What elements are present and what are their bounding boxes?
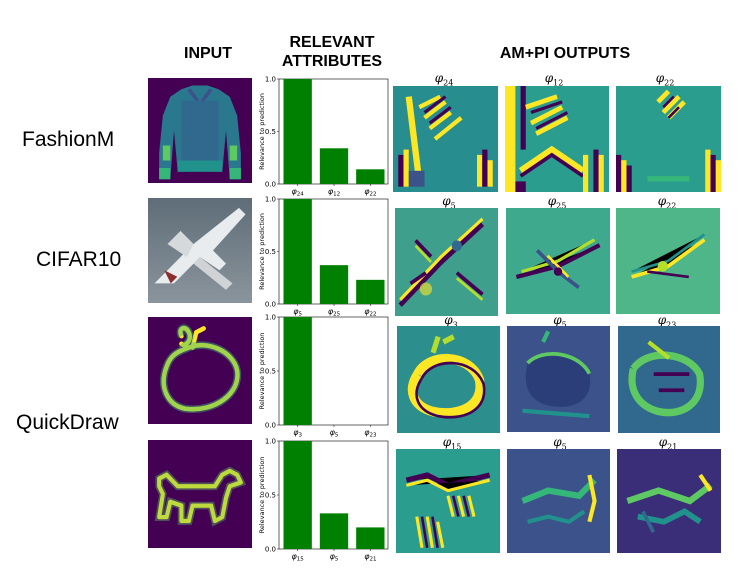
y-axis-label: Relevance to prediction	[258, 457, 266, 534]
relevance-chart-svg: 0.0 0.5 1.0 Relevance to prediction φ15 φ5 φ21	[258, 437, 389, 563]
row-label-quickdraw: QuickDraw	[16, 411, 119, 434]
relevance-chart-quickdraw-apple: 0.0 0.5 1.0 Relevance to prediction φ3 φ5 φ23	[255, 313, 390, 439]
header-relevant-line1: RELEVANT	[289, 34, 375, 51]
bar	[283, 317, 312, 425]
input-image-fashionm	[148, 78, 252, 183]
y-axis-label: Relevance to prediction	[258, 93, 266, 170]
bar	[319, 513, 349, 549]
output-label-r2-c0: φ3	[444, 313, 458, 330]
output-image-r0-c0	[393, 86, 498, 192]
header-outputs: AM+PI OUTPUTS	[499, 45, 631, 62]
bar	[319, 148, 349, 184]
y-tick-label: 0.0	[265, 300, 276, 308]
output-image-r3-c1	[507, 449, 610, 553]
output-image-r1-c1	[506, 208, 610, 314]
output-label-r0-c0: φ24	[434, 71, 454, 88]
output-image-r1-c2	[616, 208, 720, 314]
relevance-chart-quickdraw-dog: 0.0 0.5 1.0 Relevance to prediction φ15 φ5 φ21	[255, 437, 390, 563]
x-tick-label: φ5	[330, 552, 339, 563]
header-relevant-line2: ATTRIBUTES	[281, 53, 383, 70]
relevance-chart-svg: 0.0 0.5 1.0 Relevance to prediction φ5 φ25 φ22	[258, 195, 389, 318]
input-image-cifar10	[148, 198, 252, 303]
y-tick-label: 0.5	[265, 367, 276, 375]
bar	[283, 79, 312, 184]
output-label-r3-c1: φ5	[553, 435, 567, 452]
output-image-r0-c2	[616, 86, 721, 192]
y-tick-label: 0.0	[265, 180, 276, 188]
y-axis-label: Relevance to prediction	[258, 333, 266, 410]
output-label-r0-c1: φ12	[544, 71, 564, 88]
output-image-r0-c1	[505, 86, 609, 192]
output-label-r3-c0: φ15	[442, 435, 462, 452]
input-image-quickdraw-apple	[148, 317, 252, 424]
relevance-chart-svg: 0.0 0.5 1.0 Relevance to prediction φ3 φ5 φ23	[258, 313, 389, 439]
bar	[283, 441, 312, 549]
bar	[356, 527, 385, 549]
input-image-quickdraw-dog	[148, 440, 252, 548]
bar	[319, 265, 349, 304]
x-tick-label: φ22	[364, 307, 376, 318]
output-label-r0-c2: φ22	[655, 71, 675, 88]
output-label-r2-c1: φ5	[553, 313, 567, 330]
relevance-chart-svg: 0.0 0.5 1.0 Relevance to prediction φ24 φ12 φ2…	[258, 75, 389, 198]
output-label-r1-c2: φ22	[657, 194, 677, 211]
y-tick-label: 0.5	[265, 128, 276, 136]
output-image-r1-c0	[395, 208, 498, 316]
x-tick-label: φ12	[328, 187, 340, 198]
y-tick-label: 1.0	[265, 313, 276, 321]
output-image-r3-c2	[617, 449, 721, 553]
y-tick-label: 0.0	[265, 421, 276, 429]
output-image-r2-c2	[618, 326, 720, 433]
header-relevant-attributes: RELEVANT ATTRIBUTES	[272, 33, 392, 71]
output-label-r2-c2: φ23	[657, 313, 677, 330]
y-tick-label: 1.0	[265, 75, 276, 83]
bar	[356, 279, 385, 304]
x-tick-label: φ24	[292, 187, 305, 198]
y-tick-label: 0.5	[265, 248, 276, 256]
x-tick-label: φ15	[292, 552, 305, 563]
x-tick-label: φ5	[330, 428, 339, 439]
output-label-r1-c1: φ25	[547, 194, 567, 211]
y-tick-label: 1.0	[265, 195, 276, 203]
row-label-cifar10: CIFAR10	[36, 248, 122, 271]
output-image-r2-c0	[397, 326, 500, 433]
x-tick-label: φ5	[293, 307, 302, 318]
output-label-r3-c2: φ21	[658, 435, 678, 452]
x-tick-label: φ3	[293, 428, 302, 439]
output-image-r3-c0	[396, 449, 500, 553]
relevance-chart-cifar10: 0.0 0.5 1.0 Relevance to prediction φ5 φ25 φ22	[255, 195, 390, 318]
y-tick-label: 0.5	[265, 491, 276, 499]
x-tick-label: φ21	[364, 552, 376, 563]
y-axis-label: Relevance to prediction	[258, 213, 266, 290]
output-image-r2-c1	[507, 326, 610, 432]
bar	[356, 169, 385, 184]
output-label-r1-c0: φ5	[442, 194, 456, 211]
y-tick-label: 1.0	[265, 437, 276, 445]
x-tick-label: φ25	[328, 307, 341, 318]
bar	[283, 199, 312, 304]
y-tick-label: 0.0	[265, 545, 276, 553]
x-tick-label: φ22	[364, 187, 376, 198]
relevance-chart-fashionm: 0.0 0.5 1.0 Relevance to prediction φ24 φ12 φ2…	[255, 75, 390, 198]
header-input: INPUT	[184, 45, 232, 62]
row-label-fashionm: FashionM	[22, 128, 115, 151]
x-tick-label: φ23	[364, 428, 377, 439]
